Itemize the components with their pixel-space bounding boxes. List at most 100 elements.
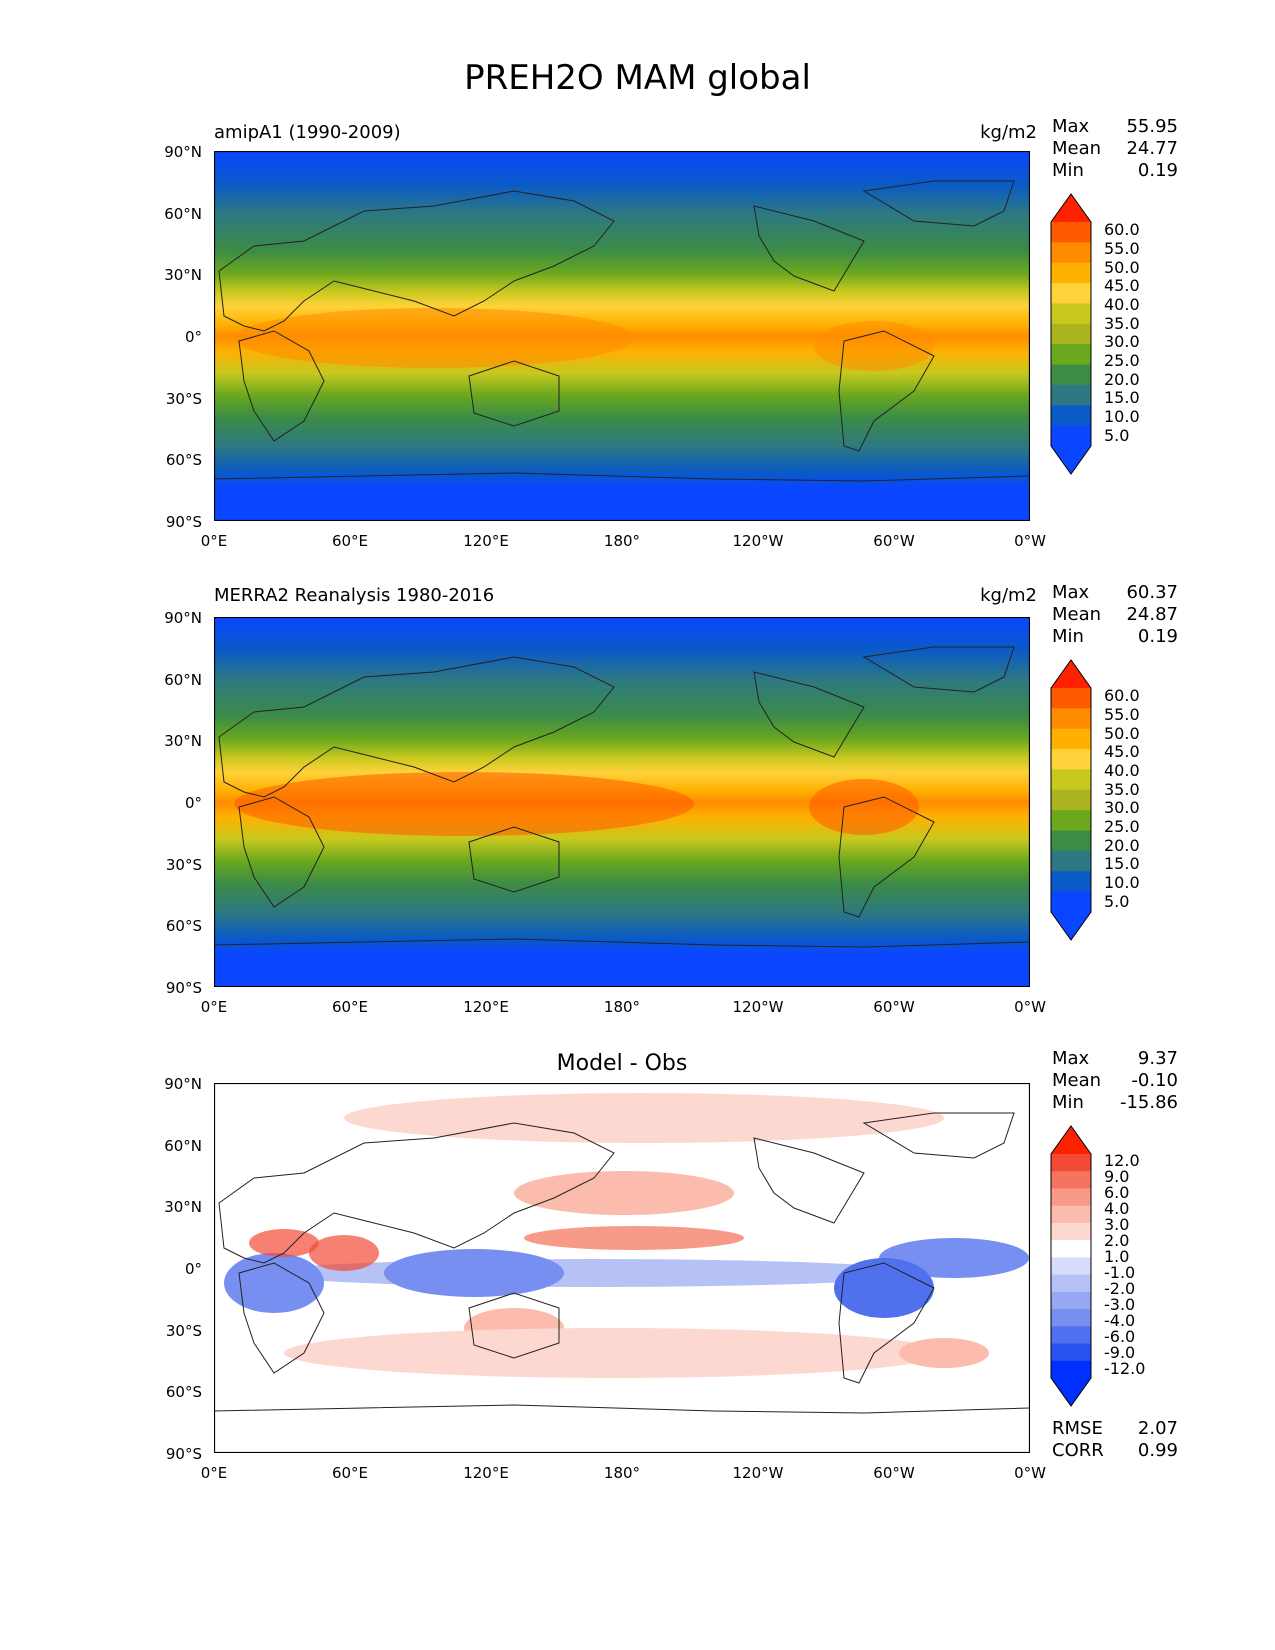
lat-tick: 90°N — [164, 1075, 202, 1093]
colorbar-label: 35.0 — [1104, 313, 1140, 333]
lat-tick: 60°S — [165, 451, 202, 469]
lon-tick: 0°E — [200, 1464, 228, 1482]
colorbar-graphic — [1050, 193, 1092, 475]
anomaly-region — [309, 1235, 379, 1271]
stat-label: Max — [1052, 116, 1090, 137]
lat-tick: 30°S — [165, 390, 202, 408]
stat-value: 55.95 — [1126, 116, 1178, 137]
lat-tick: 30°N — [164, 1198, 202, 1216]
stat-value: -0.10 — [1131, 1070, 1178, 1091]
lon-tick: 60°W — [873, 532, 915, 550]
colorbar-label: 10.0 — [1104, 407, 1140, 426]
lon-tick: 180° — [603, 1464, 641, 1482]
lon-tick: 60°W — [873, 1464, 915, 1482]
anomaly-region — [524, 1226, 744, 1250]
stat-value: 0.19 — [1137, 626, 1178, 647]
map-diff[interactable] — [214, 1083, 1030, 1453]
metric-value: 0.99 — [1137, 1440, 1178, 1461]
anomaly-region — [514, 1171, 734, 1215]
stat-value: 9.37 — [1137, 1048, 1178, 1069]
colorbar-block — [1051, 1326, 1091, 1345]
colorbar-block — [1051, 283, 1091, 304]
anomaly-region — [344, 1093, 944, 1143]
colorbar-label: 55.0 — [1104, 239, 1140, 258]
colorbar-label: 40.0 — [1104, 295, 1140, 314]
panel-title: amipA1 (1990-2009) — [214, 122, 401, 143]
metric-label: RMSE — [1052, 1418, 1103, 1439]
colorbar-block — [1051, 810, 1091, 832]
lon-tick: 120°E — [463, 1464, 509, 1482]
lat-tick: 90°S — [165, 513, 202, 531]
lon-tick: 120°E — [463, 532, 509, 550]
colorbar-label: 6.0 — [1104, 1183, 1130, 1202]
colorbar-block — [1051, 1274, 1091, 1293]
colorbar-label: 12.0 — [1104, 1151, 1140, 1170]
colorbar-extend-min — [1051, 1378, 1091, 1406]
anomaly-region — [224, 1253, 324, 1313]
colorbar — [1050, 1125, 1094, 1411]
colorbar-label: 50.0 — [1104, 723, 1140, 743]
colorbar-label: 15.0 — [1104, 388, 1140, 408]
colorbar-block — [1051, 364, 1091, 386]
colorbar-graphic — [1050, 659, 1092, 941]
stat-value: 24.77 — [1126, 138, 1178, 159]
colorbar-block — [1051, 384, 1091, 406]
colorbar-graphic — [1050, 1125, 1092, 1407]
colorbar-label: 15.0 — [1104, 854, 1140, 874]
lon-tick: 60°E — [331, 532, 369, 550]
colorbar-label: 20.0 — [1104, 369, 1140, 389]
colorbar-label: 60.0 — [1104, 686, 1140, 706]
stat-label: Max — [1052, 1048, 1090, 1069]
colorbar-label: 20.0 — [1104, 835, 1140, 855]
colorbar-label: 3.0 — [1104, 1215, 1130, 1234]
lat-tick: 30°S — [165, 856, 202, 874]
stats-box: Max 9.37 Mean -0.10 Min -15.86 — [1052, 1048, 1178, 1114]
colorbar-label: 45.0 — [1104, 742, 1140, 762]
anomaly-region — [284, 1328, 944, 1378]
lat-tick: 90°N — [164, 143, 202, 161]
colorbar-label: -12.0 — [1104, 1359, 1146, 1378]
colorbar-block — [1051, 1188, 1091, 1207]
colorbar-block — [1051, 1257, 1091, 1276]
panel-title: Model - Obs — [556, 1051, 688, 1076]
lat-tick: 30°S — [165, 1322, 202, 1340]
colorbar-block — [1051, 1222, 1091, 1241]
colorbar-block — [1051, 749, 1091, 770]
colorbar-label: 50.0 — [1104, 257, 1140, 277]
stat-label: Mean — [1052, 604, 1102, 625]
map-model[interactable] — [214, 151, 1030, 521]
metric-value: 2.07 — [1137, 1418, 1178, 1439]
colorbar-label: 55.0 — [1104, 705, 1140, 724]
colorbar-block — [1051, 830, 1091, 852]
panel-title: MERRA2 Reanalysis 1980-2016 — [214, 585, 495, 606]
colorbar — [1050, 193, 1094, 479]
colorbar-block — [1051, 789, 1091, 811]
stat-label: Min — [1052, 1092, 1084, 1113]
lon-tick: 0°W — [1014, 1464, 1046, 1482]
colorbar-extend-max — [1051, 194, 1091, 222]
lon-tick: 180° — [603, 532, 641, 550]
lat-tick: 0° — [184, 1260, 202, 1278]
colorbar-block — [1051, 1343, 1091, 1362]
amazon-anomaly — [809, 779, 919, 835]
lat-tick: 90°N — [164, 609, 202, 627]
lon-tick: 120°E — [463, 998, 509, 1016]
lat-tick: 30°N — [164, 266, 202, 284]
colorbar-label: 2.0 — [1104, 1231, 1130, 1250]
panel-model: amipA1 (1990-2009) kg/m2 — [0, 0, 1275, 550]
map-obs[interactable] — [214, 617, 1030, 987]
colorbar-block — [1051, 769, 1091, 791]
colorbar — [1050, 659, 1094, 945]
stat-value: 60.37 — [1126, 582, 1178, 603]
colorbar-extend-min — [1051, 446, 1091, 474]
colorbar-block — [1051, 344, 1091, 366]
stats-box: Max 60.37 Mean 24.87 Min 0.19 — [1052, 582, 1178, 648]
colorbar-block — [1051, 1309, 1091, 1327]
colorbar-block — [1051, 728, 1091, 750]
coastlines — [214, 180, 1030, 482]
coastlines — [214, 646, 1030, 948]
lat-tick: 60°N — [164, 671, 202, 689]
colorbar-block — [1051, 688, 1091, 709]
lat-tick: 30°N — [164, 732, 202, 750]
colorbar-block — [1051, 303, 1091, 325]
